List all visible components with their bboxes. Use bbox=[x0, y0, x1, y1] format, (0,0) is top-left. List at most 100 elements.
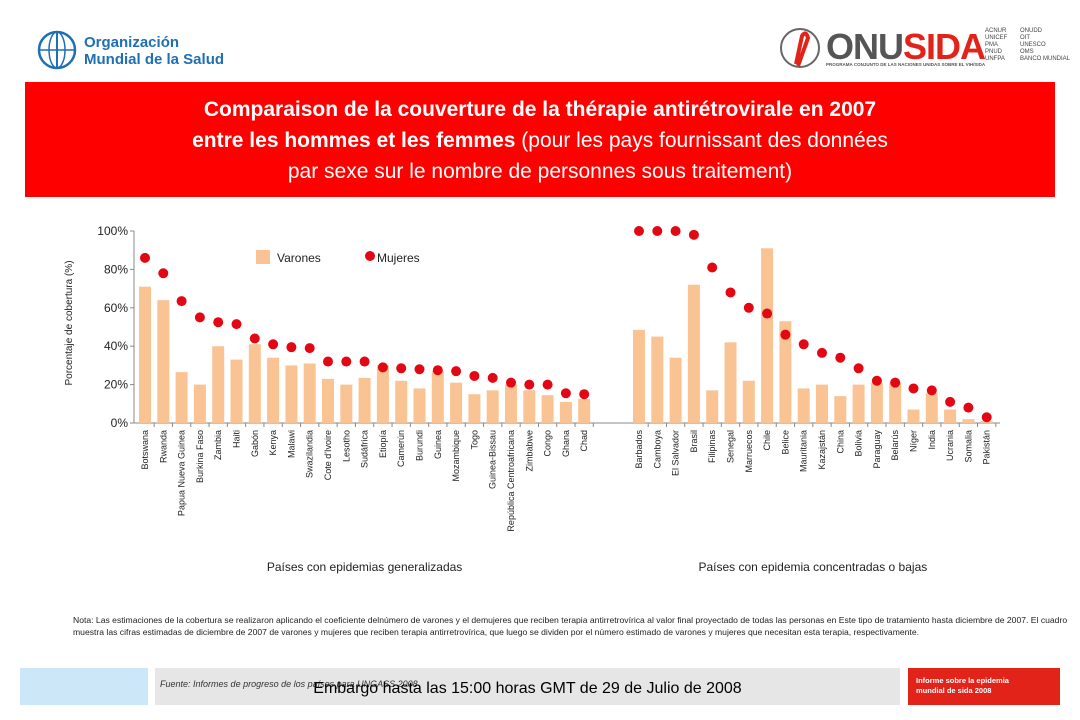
bar bbox=[834, 396, 847, 423]
bar bbox=[267, 357, 280, 423]
dot bbox=[652, 226, 663, 236]
bar bbox=[285, 365, 298, 423]
dot bbox=[871, 375, 882, 386]
dot bbox=[194, 312, 205, 323]
dot bbox=[981, 412, 992, 423]
who-line: Mundial de la Salud bbox=[84, 51, 225, 68]
note: Nota: Las estimaciones de la cobertura s… bbox=[73, 615, 1068, 637]
dot bbox=[670, 226, 681, 236]
x-tick-label: Níger bbox=[909, 430, 919, 452]
x-tick-label: Haiti bbox=[232, 430, 242, 448]
dot bbox=[231, 319, 242, 330]
x-tick-label: Kazajstán bbox=[817, 430, 827, 470]
chart: 0% 20% 40% 60% 80% 100% Porcentaje de cobertur… bbox=[64, 224, 1000, 574]
sponsor: PMA bbox=[985, 42, 999, 48]
bar bbox=[907, 409, 920, 423]
sponsor: UNICEF bbox=[985, 35, 1008, 41]
bar bbox=[303, 363, 316, 423]
dot bbox=[359, 356, 370, 367]
bar bbox=[761, 248, 774, 423]
sponsors: ACNUR UNICEF PMA PNUD UNFPA bbox=[985, 28, 1007, 63]
dot bbox=[268, 339, 279, 350]
bar bbox=[431, 371, 444, 423]
dot bbox=[780, 329, 791, 340]
bar bbox=[852, 384, 865, 423]
x-tick-label: Zambia bbox=[213, 430, 223, 460]
dot bbox=[890, 377, 901, 388]
dot bbox=[304, 343, 315, 354]
sponsor: ONUDD bbox=[1020, 28, 1042, 34]
bar bbox=[468, 394, 481, 423]
y-tick-label: 0% bbox=[111, 416, 129, 430]
y-tick-label: 100% bbox=[97, 224, 128, 238]
bar bbox=[212, 346, 225, 423]
dot bbox=[286, 342, 297, 353]
legend-label: Varones bbox=[277, 251, 321, 265]
x-tick-label: Camerún bbox=[396, 430, 406, 467]
dot bbox=[414, 364, 425, 375]
y-tick-label: 80% bbox=[104, 262, 128, 276]
dot bbox=[487, 372, 498, 383]
x-tick-label: Cote d'Ivoire bbox=[323, 430, 333, 480]
x-tick-label: Ucrania bbox=[945, 430, 955, 461]
x-tick-label: Guinea-Bissau bbox=[488, 430, 498, 489]
who-line: Organización bbox=[84, 34, 180, 51]
sponsor: UNFPA bbox=[985, 56, 1005, 62]
bar bbox=[230, 359, 243, 423]
bar bbox=[358, 377, 371, 423]
bar bbox=[687, 284, 700, 423]
source: Fuente: Informes de progreso de los país… bbox=[160, 679, 418, 689]
dot bbox=[762, 308, 773, 319]
title-normal: (pour les pays fournissant des données bbox=[521, 129, 888, 152]
dot bbox=[725, 287, 736, 298]
x-tick-label: Marruecos bbox=[744, 430, 754, 473]
dot bbox=[140, 252, 150, 263]
x-tick-label: Lesotho bbox=[341, 430, 351, 462]
bar bbox=[742, 380, 755, 423]
x-tick-label: India bbox=[927, 430, 937, 450]
sponsors: ONUDD OIT UNESCO OMS BANCO MUNDIAL bbox=[1020, 28, 1070, 63]
title-bold: Comparaison de la couverture de la théra… bbox=[203, 98, 877, 121]
bar bbox=[724, 342, 737, 423]
x-tick-label: Sudáfrica bbox=[360, 430, 370, 468]
bar bbox=[413, 388, 426, 423]
bar bbox=[925, 393, 938, 423]
x-tick-label: República Centroafricana bbox=[506, 430, 516, 532]
x-tick-label: Kenya bbox=[268, 430, 278, 456]
x-tick-label: Malawi bbox=[286, 430, 296, 458]
dot bbox=[798, 339, 809, 350]
report-line: Informe sobre la epidemia bbox=[916, 676, 1009, 685]
x-tick-label: Chile bbox=[762, 430, 772, 451]
onusida-emblem bbox=[780, 28, 820, 68]
dot bbox=[213, 317, 224, 328]
bar bbox=[376, 365, 389, 423]
x-tick-label: El Salvador bbox=[671, 430, 681, 476]
x-tick-label: Botswana bbox=[140, 430, 150, 470]
bar bbox=[541, 395, 554, 423]
bar bbox=[523, 390, 536, 423]
dot bbox=[579, 389, 590, 400]
sponsor: BANCO MUNDIAL bbox=[1020, 56, 1071, 62]
sponsor: UNESCO bbox=[1020, 42, 1046, 48]
x-tick-label: Burundi bbox=[415, 430, 425, 461]
x-tick-label: Belice bbox=[780, 430, 790, 455]
legend-label: Mujeres bbox=[377, 251, 420, 265]
dot bbox=[176, 296, 187, 307]
bar bbox=[340, 384, 353, 423]
bar bbox=[651, 336, 664, 423]
footer-box bbox=[155, 668, 900, 705]
dot bbox=[249, 333, 260, 344]
x-tick-label: Guinea bbox=[433, 430, 443, 459]
x-tick-label: Chad bbox=[579, 430, 589, 452]
x-axis-label: Países con epidemias generalizadas bbox=[267, 560, 462, 574]
dot bbox=[377, 362, 388, 373]
onusida-a: ONU bbox=[826, 26, 904, 67]
x-tick-label: Ghana bbox=[561, 430, 571, 457]
source-label: Fuente: bbox=[160, 679, 191, 689]
title-normal: par sexe sur le nombre de personnes sous… bbox=[287, 160, 793, 183]
x-tick-label: Brasil bbox=[689, 430, 699, 453]
dot bbox=[396, 363, 407, 374]
who-emblem bbox=[37, 30, 77, 70]
x-tick-label: Etiopía bbox=[378, 430, 388, 458]
